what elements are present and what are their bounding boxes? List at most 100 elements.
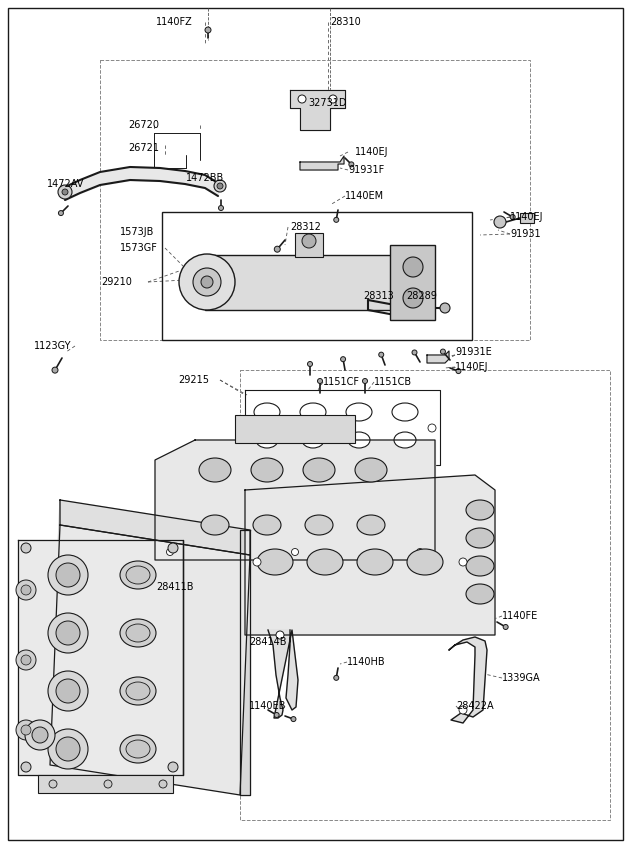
Ellipse shape: [394, 432, 416, 448]
Ellipse shape: [257, 549, 293, 575]
Text: 91931E: 91931E: [455, 347, 492, 357]
Ellipse shape: [120, 735, 156, 763]
Circle shape: [56, 563, 80, 587]
Circle shape: [52, 367, 58, 373]
Polygon shape: [60, 500, 250, 555]
Text: 1140EJ: 1140EJ: [455, 362, 488, 372]
Circle shape: [21, 585, 31, 595]
Polygon shape: [290, 90, 345, 130]
Circle shape: [168, 762, 178, 772]
Circle shape: [307, 361, 312, 366]
Circle shape: [104, 780, 112, 788]
Polygon shape: [300, 156, 344, 170]
Polygon shape: [449, 637, 487, 723]
Circle shape: [193, 268, 221, 296]
Polygon shape: [427, 351, 449, 363]
Circle shape: [291, 717, 296, 722]
Circle shape: [428, 424, 436, 432]
Ellipse shape: [355, 458, 387, 482]
Circle shape: [48, 729, 88, 769]
Polygon shape: [50, 525, 250, 795]
Circle shape: [21, 762, 31, 772]
Text: 1140EJ: 1140EJ: [510, 212, 543, 222]
Text: 28312: 28312: [290, 222, 321, 232]
Bar: [162, 212, 472, 340]
Ellipse shape: [305, 515, 333, 535]
Circle shape: [56, 621, 80, 645]
Circle shape: [494, 216, 506, 228]
Polygon shape: [50, 500, 60, 765]
Ellipse shape: [300, 403, 326, 421]
Circle shape: [214, 180, 226, 192]
Ellipse shape: [466, 528, 494, 548]
Ellipse shape: [466, 584, 494, 604]
Circle shape: [217, 183, 223, 189]
Ellipse shape: [201, 515, 229, 535]
Circle shape: [302, 234, 316, 248]
Circle shape: [21, 655, 31, 665]
Circle shape: [218, 205, 223, 210]
Circle shape: [329, 95, 337, 103]
Text: 1472BB: 1472BB: [186, 173, 224, 183]
Ellipse shape: [126, 682, 150, 700]
Circle shape: [334, 675, 339, 680]
Text: 1140EM: 1140EM: [345, 191, 384, 201]
Ellipse shape: [199, 458, 231, 482]
Text: 28289: 28289: [406, 291, 437, 301]
Text: 1140FZ: 1140FZ: [156, 17, 193, 27]
Circle shape: [167, 549, 174, 555]
Circle shape: [16, 650, 36, 670]
Circle shape: [416, 549, 423, 555]
Circle shape: [292, 549, 298, 555]
Ellipse shape: [302, 432, 324, 448]
Text: 1151CF: 1151CF: [323, 377, 360, 387]
Circle shape: [412, 350, 417, 355]
Ellipse shape: [357, 549, 393, 575]
Circle shape: [456, 369, 461, 374]
Circle shape: [459, 706, 467, 714]
Ellipse shape: [303, 458, 335, 482]
Ellipse shape: [307, 549, 343, 575]
Circle shape: [16, 580, 36, 600]
Polygon shape: [245, 475, 495, 635]
Circle shape: [379, 352, 384, 357]
Circle shape: [362, 378, 367, 383]
Circle shape: [341, 357, 346, 361]
Circle shape: [274, 246, 280, 252]
Circle shape: [274, 712, 279, 717]
Bar: [520, 213, 534, 223]
Ellipse shape: [346, 403, 372, 421]
Circle shape: [48, 671, 88, 711]
Text: 1573JB: 1573JB: [120, 227, 155, 237]
Ellipse shape: [348, 432, 370, 448]
Circle shape: [510, 215, 515, 220]
Circle shape: [59, 210, 64, 215]
Circle shape: [403, 257, 423, 277]
Polygon shape: [240, 530, 250, 795]
Text: 1140HB: 1140HB: [347, 657, 386, 667]
Circle shape: [48, 555, 88, 595]
Text: 1151CB: 1151CB: [374, 377, 412, 387]
Text: 28422A: 28422A: [456, 701, 493, 711]
Text: 91931: 91931: [510, 229, 541, 239]
Text: 29215: 29215: [178, 375, 209, 385]
Circle shape: [205, 27, 211, 33]
Ellipse shape: [120, 561, 156, 589]
Text: 26721: 26721: [128, 143, 159, 153]
Circle shape: [179, 254, 235, 310]
Ellipse shape: [126, 624, 150, 642]
Circle shape: [21, 725, 31, 735]
Text: 1140EB: 1140EB: [249, 701, 286, 711]
Text: 1472AV: 1472AV: [47, 179, 85, 189]
Circle shape: [201, 276, 213, 288]
Circle shape: [21, 543, 31, 553]
Text: 28414B: 28414B: [249, 637, 286, 647]
Bar: [390, 245, 435, 320]
Ellipse shape: [254, 403, 280, 421]
Circle shape: [403, 288, 423, 308]
Polygon shape: [155, 440, 435, 560]
Ellipse shape: [251, 458, 283, 482]
Circle shape: [56, 679, 80, 703]
Text: 1123GY: 1123GY: [34, 341, 71, 351]
Ellipse shape: [126, 566, 150, 584]
